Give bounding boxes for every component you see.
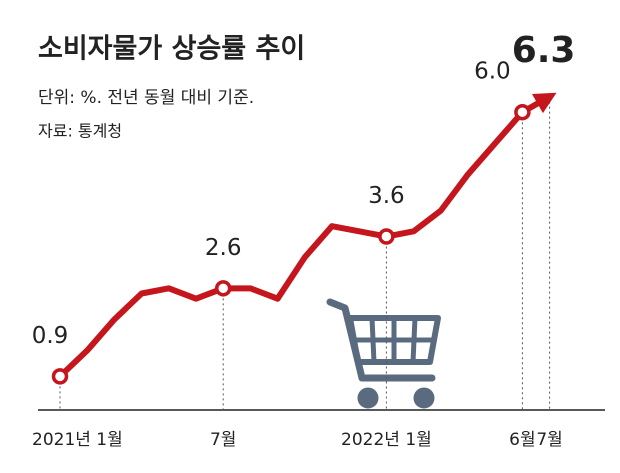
subtitle: 단위: %. 전년 동월 대비 기준.	[38, 88, 254, 108]
point	[514, 103, 531, 121]
point	[214, 280, 232, 297]
x-tick-label: 2022년 1월	[341, 430, 432, 450]
line	[57, 94, 552, 379]
cart-icon	[326, 298, 441, 409]
point	[378, 228, 395, 245]
value-label: 6.0	[474, 59, 511, 85]
x-tick-label: 7월	[210, 430, 236, 450]
x-tick-label: 2021년 1월	[32, 430, 123, 450]
point	[51, 368, 69, 385]
chart-title: 소비자물가 상승률 추이	[38, 34, 305, 65]
value-label: 0.9	[32, 323, 69, 349]
value-label: 3.6	[368, 183, 405, 209]
source: 자료: 통계청	[38, 122, 122, 141]
value-label: 2.6	[205, 235, 242, 261]
x-tick-label: 6월	[509, 430, 535, 450]
x-tick-label: 7월	[536, 430, 562, 450]
arrow-head	[531, 92, 557, 114]
value-label: 6.3	[512, 30, 576, 71]
